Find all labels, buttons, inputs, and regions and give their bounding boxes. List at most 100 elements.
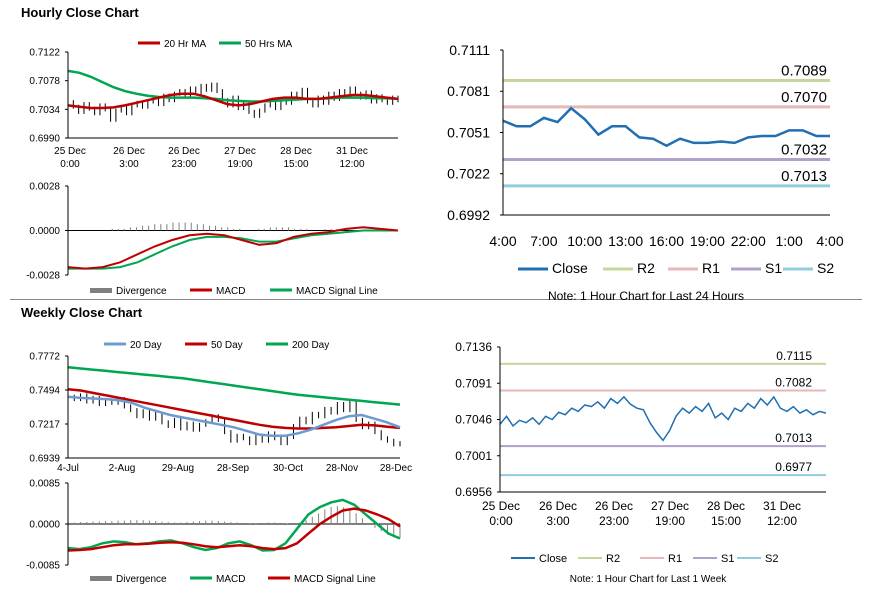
legend-label-3: S1: [765, 260, 782, 276]
y-tick-label: 0.7034: [29, 105, 60, 116]
legend-label-4: S2: [817, 260, 834, 276]
x-tick-label: 23:00: [171, 159, 196, 170]
x-tick-label: 15:00: [711, 514, 741, 528]
x-tick-label: 29-Aug: [162, 463, 194, 474]
legend-label-1: R2: [606, 553, 620, 565]
legend-label-4: S2: [765, 553, 778, 565]
series-line-close: [502, 106, 830, 148]
x-tick-label: 3:00: [546, 514, 570, 528]
x-tick-label: 28-Nov: [326, 463, 358, 474]
x-tick-label: 31 Dec: [763, 499, 801, 513]
y-tick-label: 0.7081: [447, 83, 490, 99]
level-label-r2: 0.7115: [776, 349, 812, 363]
chart-note: Note: 1 Hour Chart for Last 24 Hours: [548, 289, 744, 303]
x-tick-label: 3:00: [119, 159, 139, 170]
x-tick-label: 0:00: [489, 514, 513, 528]
x-tick-label: 15:00: [283, 159, 308, 170]
chart-note: Note: 1 Hour Chart for Last 1 Week: [570, 574, 728, 585]
legend-label-0: Divergence: [116, 574, 167, 585]
y-tick-label: 0.7494: [29, 386, 60, 397]
x-tick-label: 19:00: [690, 233, 725, 249]
y-tick-label: 0.0000: [29, 226, 60, 237]
series-line-200-day: [67, 366, 401, 406]
x-tick-label: 16:00: [649, 233, 684, 249]
series-line-macd-signal: [67, 507, 401, 552]
y-tick-label: 0.7217: [29, 420, 60, 431]
legend-label-1: MACD: [216, 286, 245, 297]
legend-label-0: Close: [552, 260, 588, 276]
legend-label-2: R1: [668, 553, 682, 565]
level-label-s2: 0.6977: [775, 460, 812, 474]
legend-label-3: S1: [721, 553, 734, 565]
legend-label-2: R1: [702, 260, 720, 276]
x-tick-label: 26 Dec: [539, 499, 577, 513]
y-tick-label: 0.0085: [29, 479, 60, 490]
legend-swatch-0: [90, 288, 112, 293]
x-tick-label: 26 Dec: [113, 146, 145, 157]
x-tick-label: 19:00: [655, 514, 685, 528]
legend-label-1: MACD: [216, 574, 245, 585]
y-tick-label: 0.7001: [455, 449, 492, 463]
level-label-s1: 0.7032: [781, 142, 827, 159]
y-tick-label: 0.7046: [455, 413, 492, 427]
legend-label-2: MACD Signal Line: [296, 286, 378, 297]
hourly-section-title: Hourly Close Chart: [21, 5, 139, 20]
section-divider: [10, 299, 862, 300]
y-tick-label: 0.7111: [449, 42, 490, 58]
legend-label-0: 20 Hr MA: [164, 39, 207, 50]
level-label-s1: 0.7013: [775, 431, 812, 445]
x-tick-label: 25 Dec: [54, 146, 86, 157]
legend-label-1: 50 Hrs MA: [245, 39, 293, 50]
x-tick-label: 7:00: [530, 233, 557, 249]
x-tick-label: 22:00: [731, 233, 766, 249]
series-line-macd: [67, 498, 401, 552]
x-tick-label: 4-Jul: [57, 463, 79, 474]
x-tick-label: 26 Dec: [168, 146, 200, 157]
x-tick-label: 0:00: [60, 159, 80, 170]
y-tick-label: 0.7136: [455, 340, 492, 354]
x-tick-label: 10:00: [567, 233, 602, 249]
x-tick-label: 4:00: [489, 233, 516, 249]
x-tick-label: 28-Sep: [217, 463, 250, 474]
x-tick-label: 12:00: [339, 159, 364, 170]
y-tick-label: 0.7122: [29, 48, 60, 59]
y-tick-label: 0.0028: [29, 182, 60, 193]
series-line-close: [499, 395, 827, 442]
level-label-r1: 0.7070: [781, 89, 827, 106]
x-tick-label: 4:00: [816, 233, 843, 249]
legend-label-1: R2: [637, 260, 655, 276]
x-tick-label: 30-Oct: [273, 463, 303, 474]
legend-swatch-0: [90, 576, 112, 581]
y-tick-label: 0.6939: [29, 454, 60, 465]
x-tick-label: 27 Dec: [224, 146, 256, 157]
y-tick-label: 0.6992: [447, 207, 490, 223]
legend-label-2: 200 Day: [292, 340, 329, 351]
x-tick-label: 28 Dec: [280, 146, 312, 157]
level-label-s2: 0.7013: [781, 168, 827, 185]
x-tick-label: 2-Aug: [109, 463, 136, 474]
legend-label-2: MACD Signal Line: [294, 574, 376, 585]
legend-label-0: Divergence: [116, 286, 167, 297]
level-label-r1: 0.7082: [775, 376, 812, 390]
y-tick-label: 0.7078: [29, 76, 60, 87]
level-label-r2: 0.7089: [781, 63, 827, 80]
x-tick-label: 28-Dec: [380, 463, 412, 474]
series-line-20hr-ma: [67, 92, 399, 110]
y-tick-label: 0.6956: [455, 485, 492, 499]
x-tick-label: 23:00: [599, 514, 629, 528]
series-line-20-day: [67, 395, 401, 438]
series-line-50hr-ma: [67, 69, 399, 103]
legend-label-1: 50 Day: [211, 340, 243, 351]
legend-label-0: 20 Day: [130, 340, 162, 351]
x-tick-label: 19:00: [227, 159, 252, 170]
y-tick-label: -0.0028: [26, 271, 60, 282]
series-line-50-day: [67, 388, 401, 430]
x-tick-label: 13:00: [608, 233, 643, 249]
weekly-section-title: Weekly Close Chart: [21, 305, 143, 320]
series-line-macd: [67, 226, 399, 270]
